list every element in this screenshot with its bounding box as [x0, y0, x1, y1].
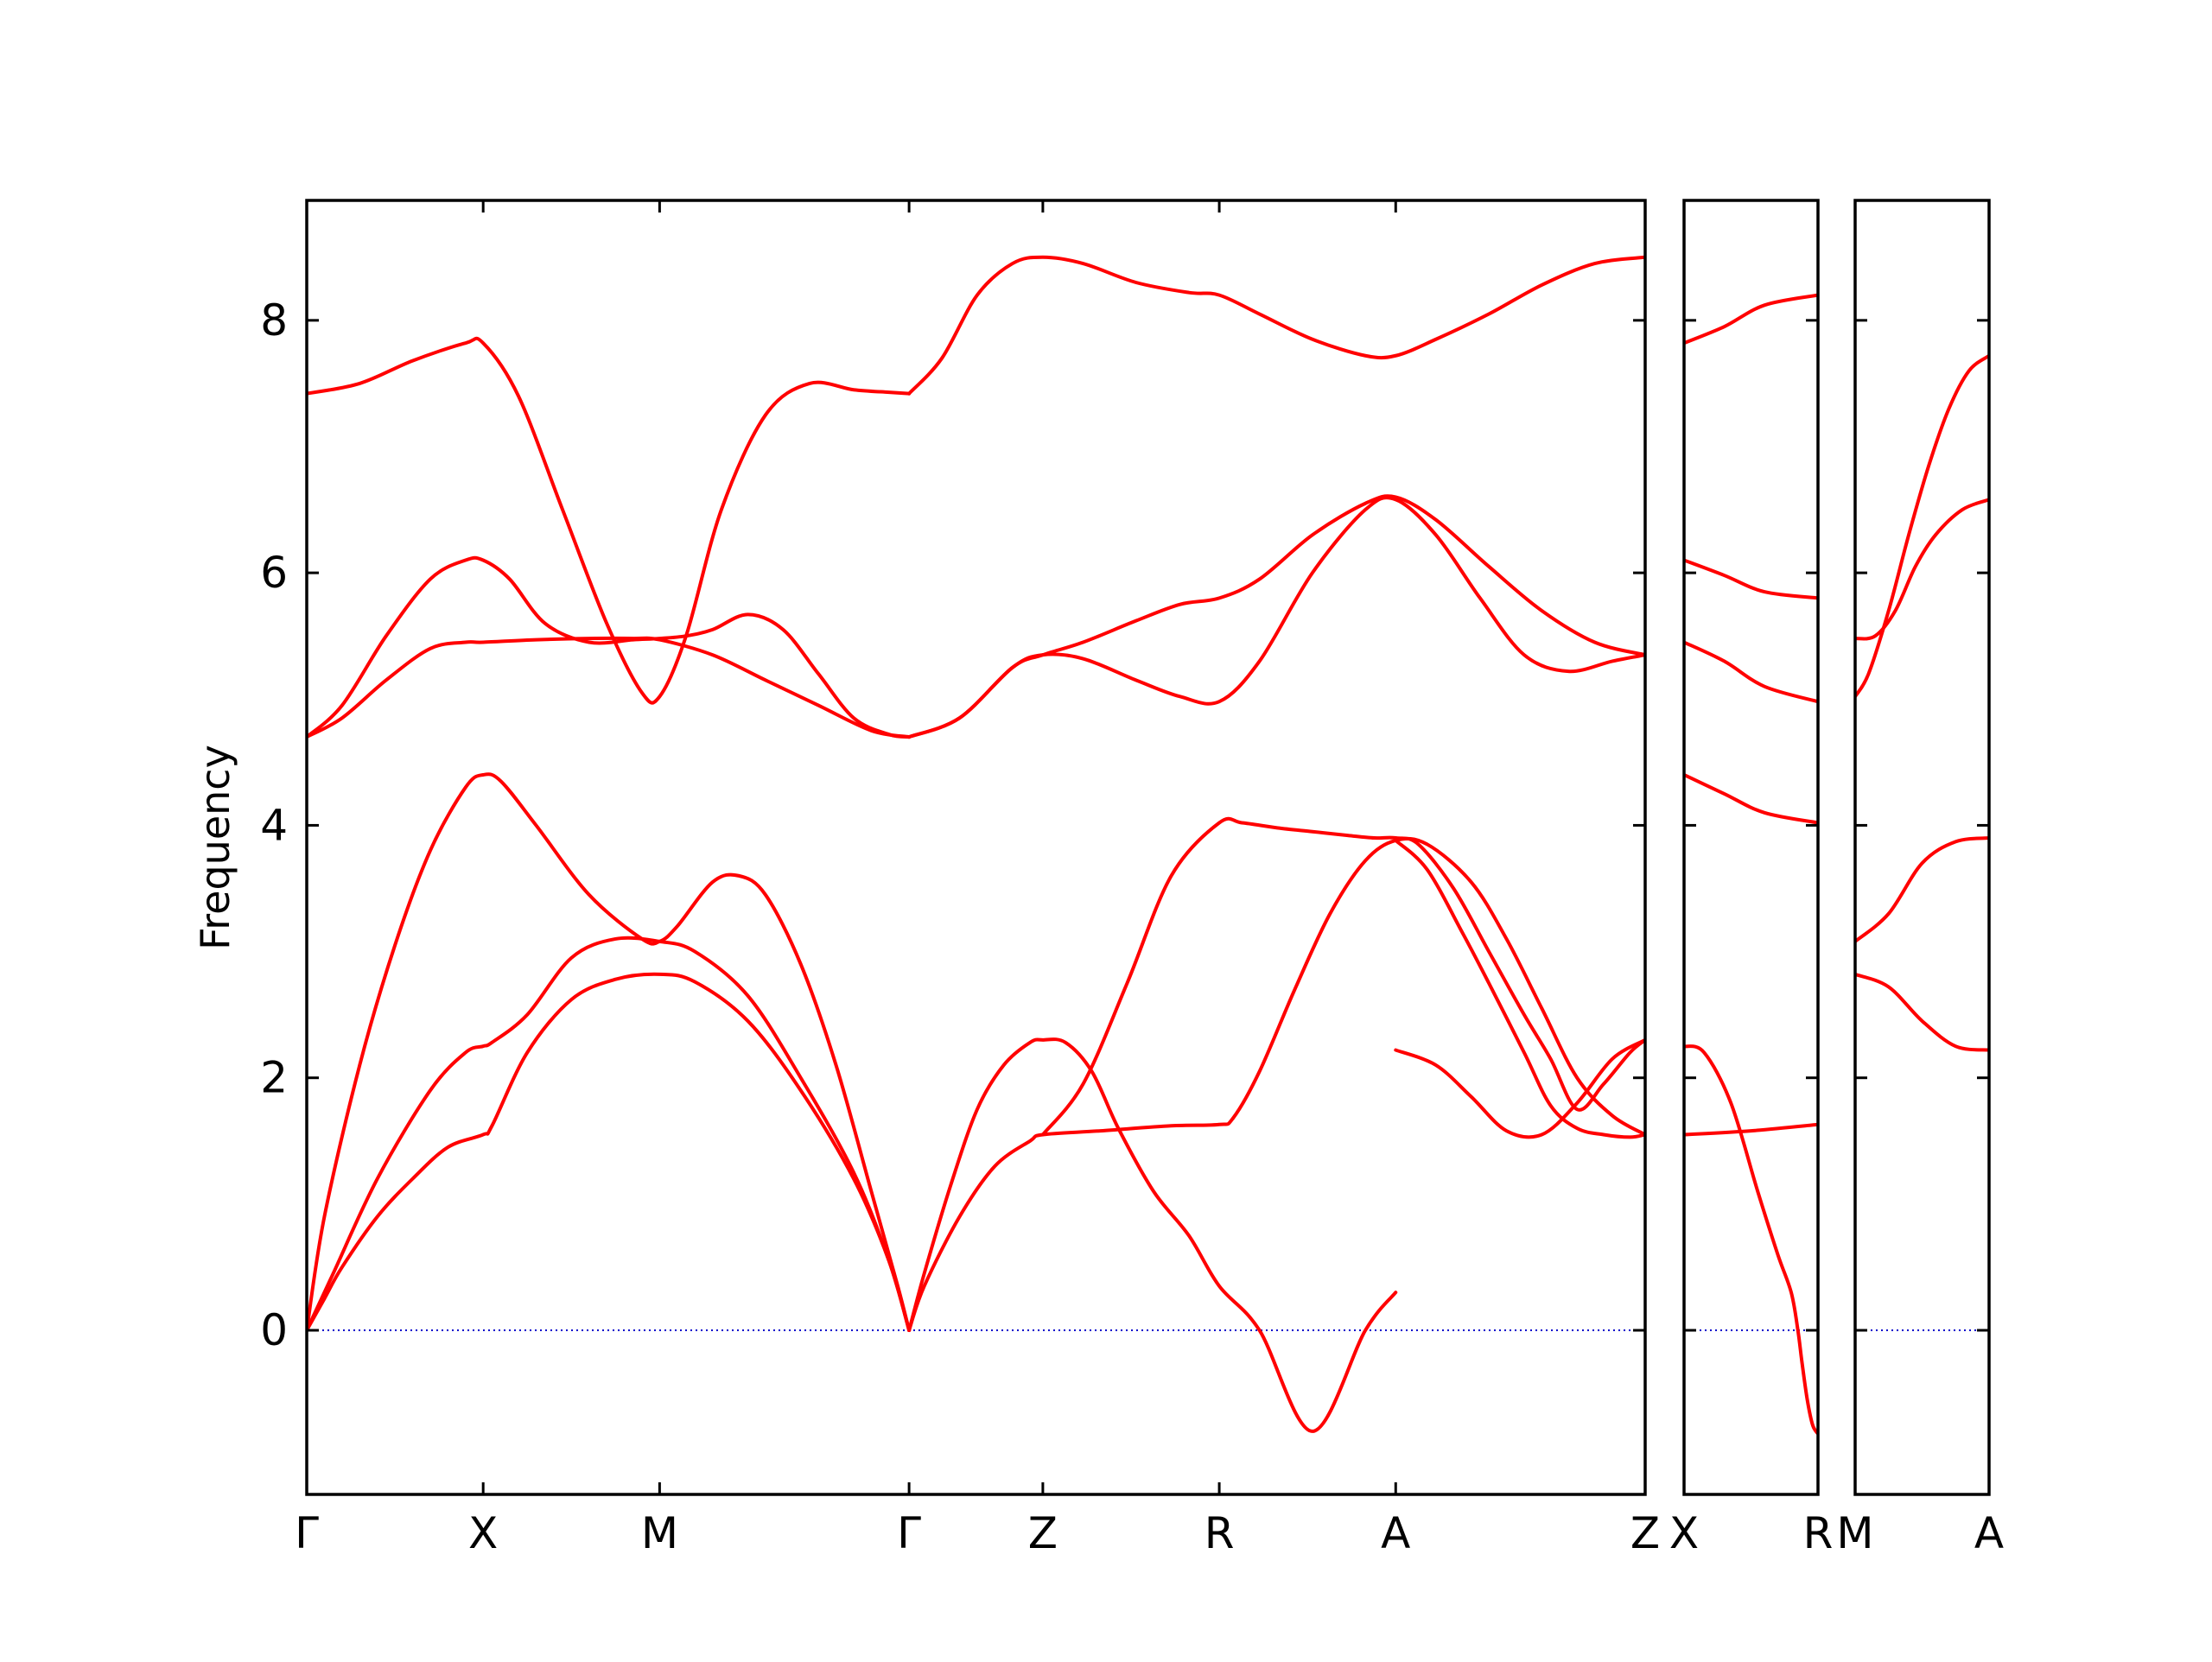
axes-frame: [1682, 199, 1820, 1496]
axes-frame: [1853, 199, 1991, 1496]
band-line-1: [307, 972, 912, 1333]
band-line-2: [1684, 1044, 1818, 1436]
x-tick-label: A: [1974, 1508, 2004, 1558]
band-line-14: [907, 255, 1645, 396]
x-tick-label: Γ: [897, 1508, 921, 1558]
bands-panel-2: [1684, 293, 1818, 1436]
band-line-6: [1684, 293, 1818, 346]
band-line-11: [307, 336, 912, 705]
band-line-7: [1040, 816, 1645, 1137]
x-tick-label: R: [1205, 1508, 1235, 1558]
bands-panel-3: [1855, 353, 1989, 1052]
band-line-5: [907, 1037, 1398, 1433]
band-line-1: [1684, 1122, 1818, 1137]
x-tick-label: Z: [1630, 1508, 1660, 1558]
x-tick-label: R: [1803, 1508, 1834, 1558]
x-tick-label: Z: [1028, 1508, 1058, 1558]
x-tick-label: A: [1381, 1508, 1410, 1558]
bands-panel-1: [307, 255, 1645, 1433]
y-tick-label: 0: [260, 1305, 288, 1355]
band-line-3: [1855, 498, 1989, 641]
x-tick-label: M: [641, 1508, 678, 1558]
band-line-13: [907, 494, 1645, 739]
band-line-10: [307, 555, 912, 739]
band-line-9: [307, 636, 912, 739]
band-line-6: [1394, 838, 1645, 1139]
band-line-2: [307, 936, 912, 1333]
y-tick-label: 2: [260, 1053, 288, 1103]
band-line-8: [1394, 1037, 1645, 1139]
band-line-1: [1855, 972, 1989, 1052]
y-axis-label: Frequency: [192, 745, 238, 950]
x-tick-label: M: [1836, 1508, 1873, 1558]
band-line-2: [1855, 836, 1989, 943]
band-line-3: [1684, 772, 1818, 825]
x-tick-label: X: [1669, 1508, 1699, 1558]
band-line-4: [1684, 640, 1818, 704]
panel-1: Γ X M Γ Z R A Z 0 2 4 6 8: [260, 199, 1660, 1558]
band-line-4: [907, 836, 1645, 1333]
y-tick-label: 8: [260, 295, 288, 346]
band-line-5: [1684, 558, 1818, 600]
band-line-3: [307, 772, 912, 1333]
x-tick-label: X: [468, 1508, 498, 1558]
band-line-12: [907, 496, 1645, 739]
y-tick-label: 4: [260, 800, 288, 850]
y-tick-label: 6: [260, 548, 288, 598]
x-tick-label: Γ: [295, 1508, 319, 1558]
axes-frame: [305, 199, 1647, 1496]
band-line-4: [1855, 353, 1989, 699]
